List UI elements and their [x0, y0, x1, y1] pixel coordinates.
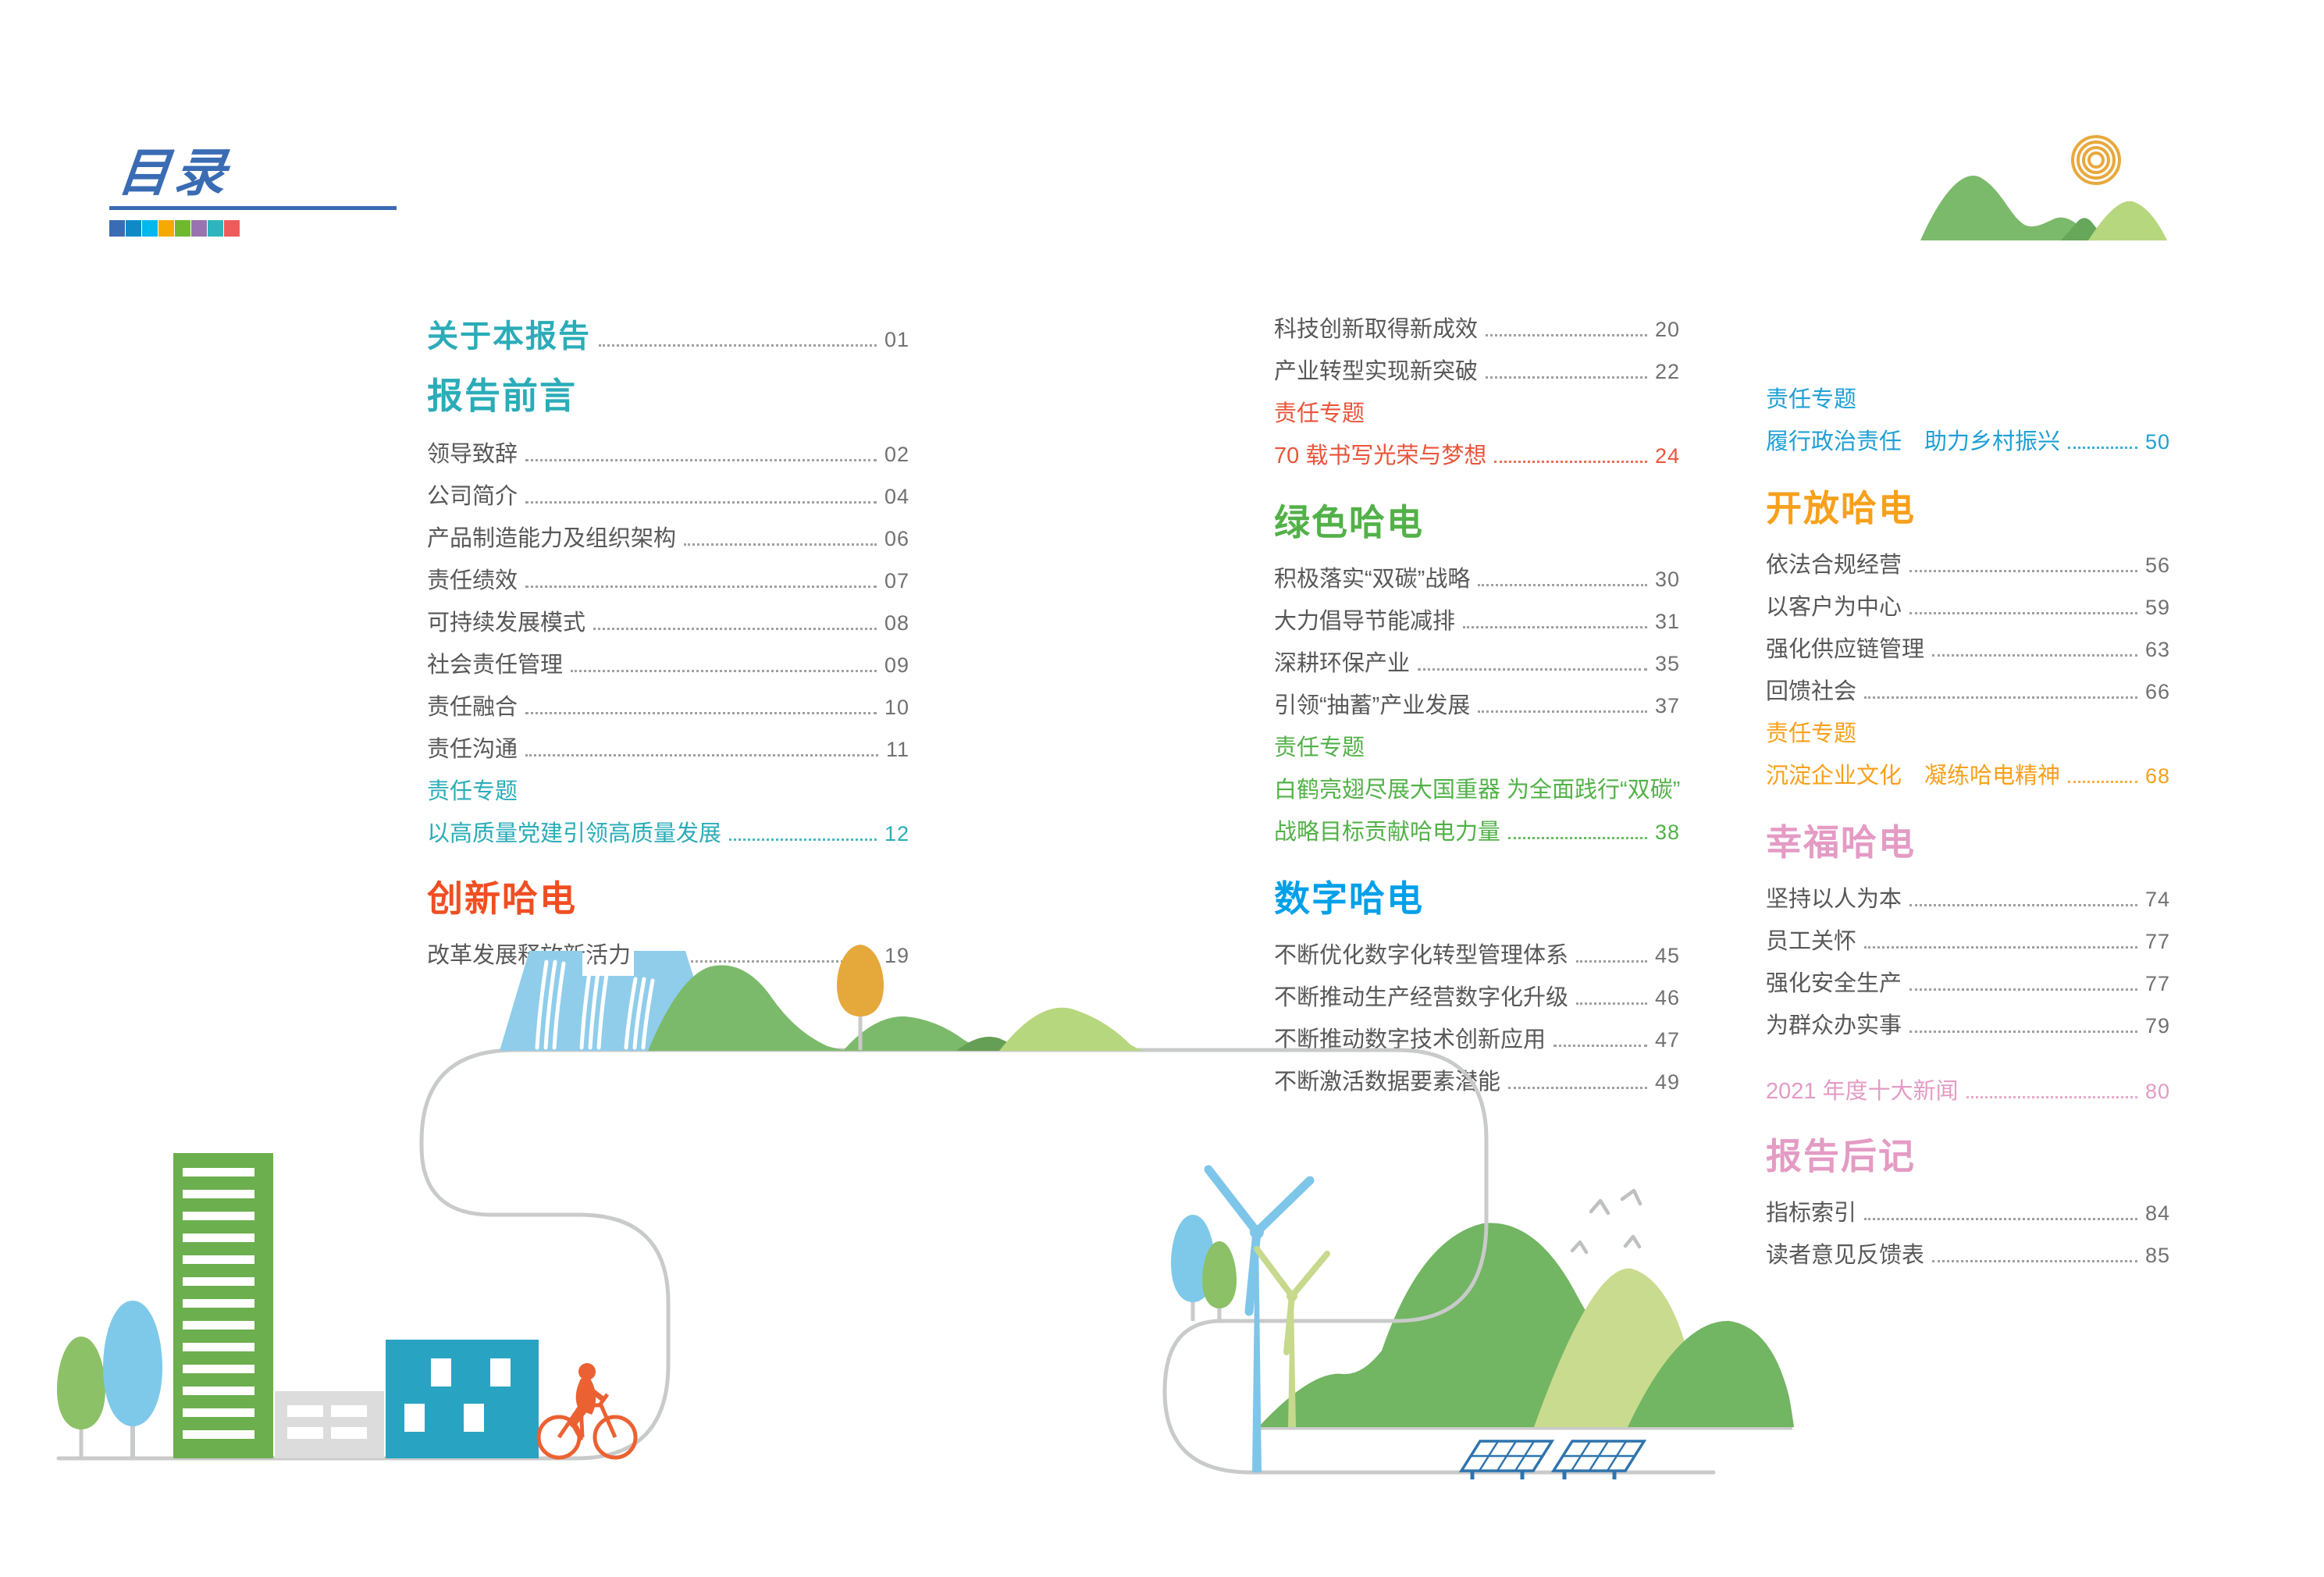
- low-building-icon: [275, 1391, 384, 1458]
- toc-topic-row[interactable]: 履行政治责任 助力乡村振兴 50: [1766, 429, 2170, 454]
- mountain-sun-illustration: [1920, 135, 2167, 240]
- waterfall-lines: [535, 959, 655, 1050]
- toc-item[interactable]: 不断推动生产经营数字化升级 46: [1274, 985, 1680, 1010]
- toc-section-heading: 幸福哈电: [1766, 822, 1916, 863]
- energy-scene: [1171, 1165, 1647, 1479]
- city-energy-illustration: [56, 945, 1794, 1479]
- toc-item[interactable]: 科技创新取得新成效 20: [1274, 317, 1680, 342]
- palette-square-5: [175, 220, 190, 237]
- page-title: 目录: [115, 144, 234, 201]
- palette-square-3: [142, 220, 158, 237]
- toc-item[interactable]: 为群众办实事 79: [1766, 1013, 2170, 1038]
- toc-topic-row[interactable]: 70 载书写光荣与梦想 24: [1274, 443, 1680, 468]
- toc-topic-label: 责任专题: [1274, 401, 1365, 426]
- toc-topic-label: 责任专题: [1274, 735, 1365, 760]
- toc-item[interactable]: 领导致辞 02: [427, 442, 909, 467]
- toc-item[interactable]: 依法合规经营 56: [1766, 553, 2170, 578]
- toc-topic-label: 责任专题: [1766, 387, 1857, 412]
- toc-section-heading: 创新哈电: [427, 878, 577, 919]
- sun-icon: [2071, 135, 2121, 185]
- solar-panel-icon: [1458, 1440, 1555, 1479]
- toc-item[interactable]: 强化安全生产 77: [1766, 971, 2170, 996]
- toc-item[interactable]: 责任融合 10: [427, 695, 909, 720]
- toc-item[interactable]: 大力倡导节能减排 31: [1274, 609, 1680, 634]
- toc-item[interactable]: 公司简介 04: [427, 484, 909, 509]
- wind-turbine-icon: [1204, 1165, 1315, 1472]
- toc-item[interactable]: 回馈社会 66: [1766, 679, 2170, 704]
- birds-icon: [1570, 1188, 1642, 1255]
- mountains-icon: [1920, 176, 2167, 240]
- toc-topic-row[interactable]: 战略目标贡献哈电力量 38: [1274, 820, 1680, 845]
- road-path: [56, 1048, 1716, 1475]
- toc-item[interactable]: 社会责任管理 09: [427, 653, 909, 678]
- blue-tree-icon: [103, 1301, 162, 1426]
- toc-topic-label: 责任专题: [1766, 721, 1857, 746]
- toc-item[interactable]: 可持续发展模式 08: [427, 611, 909, 635]
- palette-square-8: [224, 220, 240, 237]
- toc-section-heading: 数字哈电: [1274, 878, 1424, 919]
- toc-item[interactable]: 以客户为中心 59: [1766, 595, 2170, 620]
- toc-item[interactable]: 责任沟通 11: [427, 737, 909, 762]
- hills-illustration: [648, 945, 1144, 1051]
- toc-topic-row[interactable]: 沉淀企业文化 凝练哈电精神 68: [1766, 764, 2170, 788]
- toc-item[interactable]: 产业转型实现新突破 22: [1274, 359, 1680, 384]
- palette-square-7: [208, 220, 223, 237]
- toc-topic-row[interactable]: 2021 年度十大新闻 80: [1766, 1079, 2170, 1104]
- toc-item[interactable]: 产品制造能力及组织架构 06: [427, 526, 909, 551]
- office-building-icon: [173, 1153, 273, 1458]
- palette-square-6: [191, 220, 207, 237]
- toc-column-3: 责任专题 履行政治责任 助力乡村振兴 50 开放哈电 依法合规经营 56 以客户为中心 59 强…: [1766, 381, 2170, 1279]
- toc-item[interactable]: 深耕环保产业 35: [1274, 651, 1680, 676]
- toc-item[interactable]: 积极落实“双碳”战略 30: [1274, 567, 1680, 592]
- toc-item[interactable]: 坚持以人为本 74: [1766, 887, 2170, 912]
- toc-item[interactable]: 强化供应链管理 63: [1766, 637, 2170, 662]
- toc-topic-label: 责任专题: [427, 779, 518, 804]
- toc-item[interactable]: 指标索引 84: [1766, 1201, 2170, 1226]
- toc-item[interactable]: 不断优化数字化转型管理体系 45: [1274, 943, 1680, 968]
- toc-item[interactable]: 员工关怀 77: [1766, 929, 2170, 954]
- toc-topic-text: 白鹤亮翅尽展大国重器 为全面践行“双碳”: [1274, 778, 1681, 803]
- green-tree-icon: [1202, 1241, 1237, 1308]
- green-tree-icon: [57, 1337, 105, 1429]
- palette-square-1: [109, 220, 125, 237]
- toc-section-row[interactable]: 关于本报告 01: [427, 319, 909, 354]
- wind-turbine-icon: [1254, 1246, 1330, 1427]
- mountains-icon: [1258, 1223, 1794, 1430]
- city-block: [57, 1153, 638, 1460]
- solar-panel-icon: [1550, 1440, 1647, 1479]
- toc-column-1: 关于本报告 01 报告前言领导致辞 02 公司简介 04 产品制造能力及组织架构 06 责任绩效…: [427, 311, 909, 979]
- toc-column-2: 科技创新取得新成效 20 产业转型实现新突破 22 责任专题 70 载书写光荣与梦想 24 绿…: [1274, 311, 1680, 1105]
- title-underline: [109, 206, 397, 210]
- toc-item[interactable]: 读者意见反馈表 85: [1766, 1243, 2170, 1268]
- palette-square-2: [126, 220, 141, 237]
- palette-square-4: [158, 220, 174, 237]
- cyclist-icon: [536, 1363, 638, 1460]
- toc-topic-row[interactable]: 以高质量党建引领高质量发展 12: [427, 821, 909, 846]
- palette-strip: [109, 220, 240, 237]
- toc-section-heading: 报告后记: [1766, 1136, 1916, 1177]
- toc-section-heading: 开放哈电: [1766, 488, 1916, 529]
- toc-section-heading: 绿色哈电: [1274, 502, 1424, 543]
- toc-section-heading: 报告前言: [427, 376, 577, 416]
- toc-item[interactable]: 责任绩效 07: [427, 568, 909, 593]
- toc-item[interactable]: 引领“抽蓄”产业发展 37: [1274, 693, 1680, 718]
- orange-tree-icon: [837, 945, 884, 1050]
- apartment-building-icon: [386, 1340, 539, 1458]
